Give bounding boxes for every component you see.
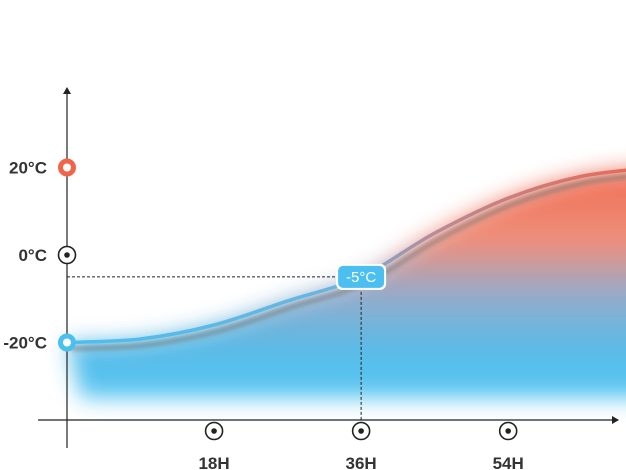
y-tick-marker-0 xyxy=(58,158,76,177)
axes xyxy=(38,87,619,448)
annotation-badge-label: -5°C xyxy=(346,269,376,286)
y-tick-label-0: 20°C xyxy=(9,159,47,178)
annotation-badge-group: -5°C xyxy=(336,263,387,290)
y-tick-label-2: -20°C xyxy=(3,334,47,353)
x-tick-marker-2 xyxy=(498,421,518,441)
y-tick-marker-1-dot xyxy=(64,252,70,258)
annotation-guides xyxy=(67,276,362,432)
x-tick-marker-2-dot xyxy=(505,428,511,434)
x-tick-label-0: 18H xyxy=(198,454,229,470)
ticks: 18H36H54H72H20°C0°C-20°C xyxy=(3,158,524,470)
y-tick-marker-2 xyxy=(58,333,76,352)
annotation-badge-fill xyxy=(338,265,385,288)
y-tick-marker-0-hole xyxy=(63,163,71,172)
x-tick-label-2: 54H xyxy=(493,454,524,470)
y-tick-label-1: 0°C xyxy=(18,246,47,265)
x-tick-marker-1-dot xyxy=(358,428,364,434)
x-tick-marker-0-dot xyxy=(211,428,217,434)
x-tick-label-1: 36H xyxy=(346,454,377,470)
y-tick-marker-1 xyxy=(57,245,77,265)
annotation-badge: -5°C xyxy=(336,263,387,290)
y-tick-marker-2-hole xyxy=(63,338,71,347)
x-tick-marker-1 xyxy=(351,421,371,441)
x-tick-marker-0 xyxy=(204,421,224,441)
